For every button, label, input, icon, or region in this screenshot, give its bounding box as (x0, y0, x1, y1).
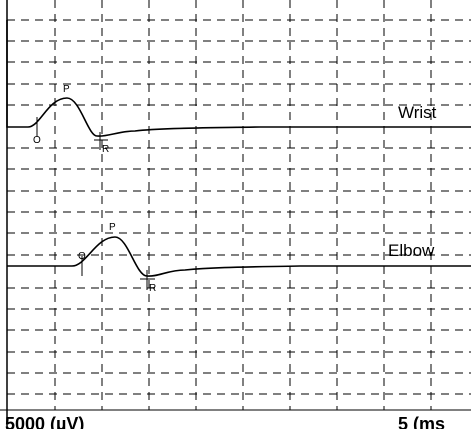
wrist-trace (6, 20, 471, 137)
peak-marker: P (63, 84, 70, 95)
site-label: Wrist (398, 103, 437, 122)
site-label: Elbow (388, 241, 435, 260)
return-marker: R (102, 144, 109, 155)
grid (7, 0, 471, 410)
onset-marker: O (78, 251, 86, 262)
time-scale: 5 (ms (398, 414, 445, 429)
peak-marker: P (109, 222, 116, 233)
elbow-trace (7, 236, 471, 277)
onset-marker: O (33, 135, 41, 146)
return-marker: R (149, 283, 156, 294)
amplitude-scale: 5000 (µV) (5, 414, 84, 429)
